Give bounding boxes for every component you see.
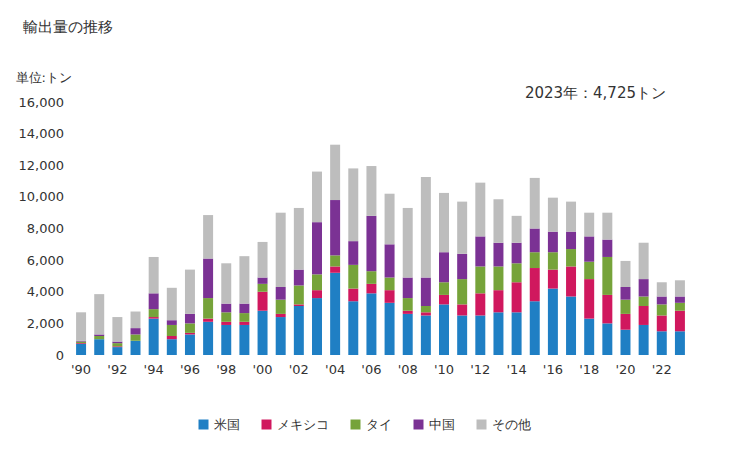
svg-text:4,000: 4,000 <box>27 284 64 299</box>
svg-text:10,000: 10,000 <box>19 189 65 204</box>
svg-text:タイ: タイ <box>366 417 392 432</box>
svg-text:'04: '04 <box>325 362 345 377</box>
svg-text:8,000: 8,000 <box>27 221 64 236</box>
svg-text:'20: '20 <box>615 362 635 377</box>
svg-text:'98: '98 <box>216 362 236 377</box>
svg-text:16,000: 16,000 <box>19 95 65 110</box>
svg-text:'16: '16 <box>543 362 563 377</box>
svg-text:'18: '18 <box>579 362 599 377</box>
svg-text:'94: '94 <box>144 362 164 377</box>
svg-text:'12: '12 <box>470 362 490 377</box>
svg-text:12,000: 12,000 <box>19 158 65 173</box>
svg-text:2023年：4,725トン: 2023年：4,725トン <box>525 84 666 102</box>
svg-text:'92: '92 <box>107 362 127 377</box>
svg-text:'14: '14 <box>507 362 527 377</box>
svg-text:'22: '22 <box>652 362 672 377</box>
svg-text:'96: '96 <box>180 362 200 377</box>
svg-text:0: 0 <box>56 348 64 363</box>
svg-text:中国: 中国 <box>429 417 455 432</box>
svg-text:その他: その他 <box>492 417 531 432</box>
svg-text:'08: '08 <box>398 362 418 377</box>
svg-text:2,000: 2,000 <box>27 316 64 331</box>
svg-text:6,000: 6,000 <box>27 253 64 268</box>
svg-text:輸出量の推移: 輸出量の推移 <box>23 18 113 36</box>
svg-text:'90: '90 <box>71 362 91 377</box>
svg-text:'02: '02 <box>289 362 309 377</box>
svg-text:米国: 米国 <box>214 417 240 432</box>
svg-text:メキシコ: メキシコ <box>277 417 329 432</box>
svg-text:単位:トン: 単位:トン <box>16 70 72 85</box>
svg-text:14,000: 14,000 <box>19 126 65 141</box>
svg-text:'00: '00 <box>252 362 272 377</box>
svg-text:'06: '06 <box>361 362 381 377</box>
svg-text:'10: '10 <box>434 362 454 377</box>
